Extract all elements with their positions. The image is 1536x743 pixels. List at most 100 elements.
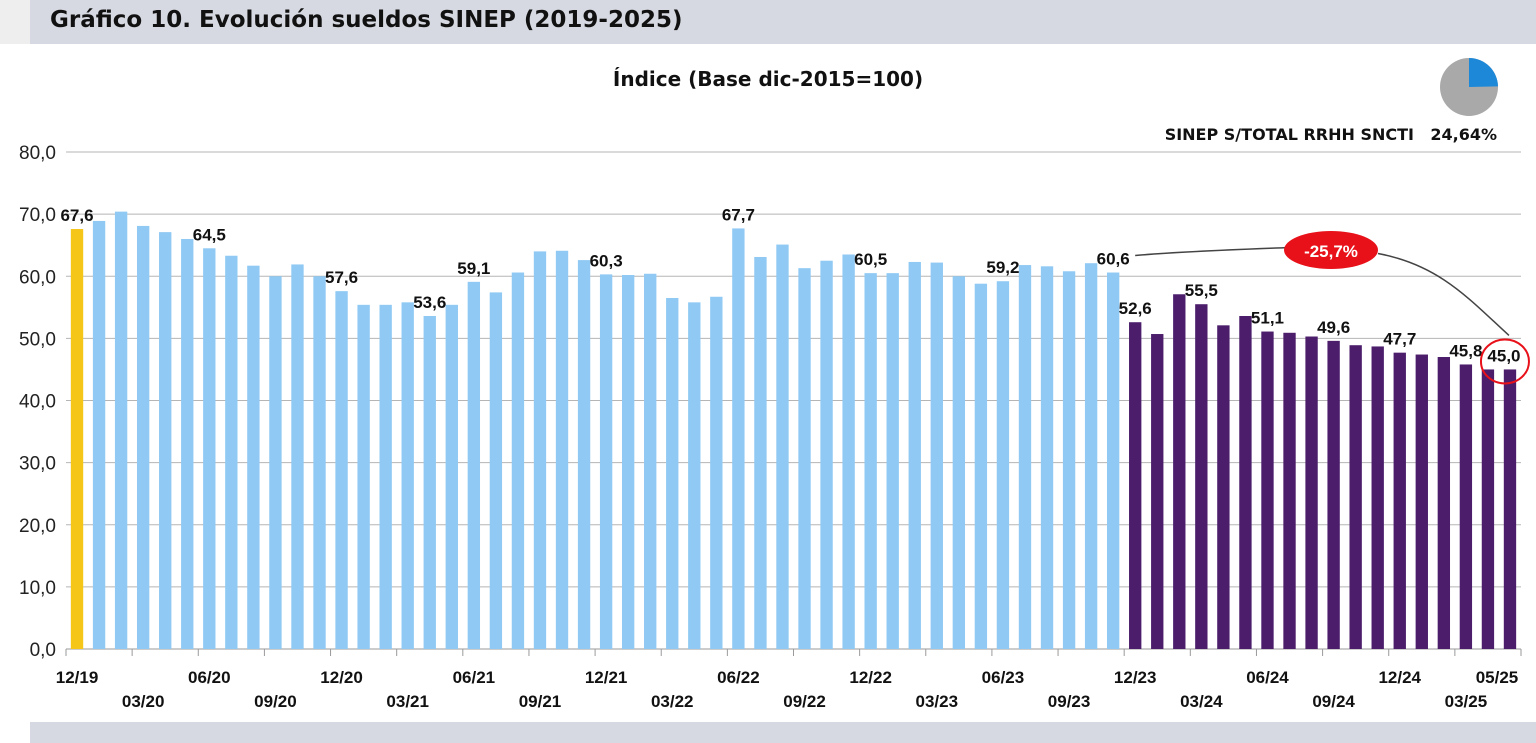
bar [930, 262, 943, 649]
bar [1217, 325, 1230, 649]
bar [423, 316, 436, 649]
bar [1084, 263, 1098, 649]
share-label: SINEP S/TOTAL RRHH SNCTI [1165, 125, 1414, 144]
title-band: Gráfico 10. Evolución sueldos SINEP (201… [30, 0, 1536, 44]
bar [842, 254, 855, 649]
bar [864, 273, 877, 649]
bar [599, 274, 613, 649]
bar [1459, 364, 1473, 649]
bar [1305, 336, 1318, 649]
x-tick-label: 12/22 [849, 668, 892, 687]
value-label: 47,7 [1383, 330, 1416, 349]
value-label: 55,5 [1185, 281, 1218, 300]
x-tick-label: 03/22 [651, 692, 694, 711]
bar [732, 228, 745, 649]
x-tick-label: 03/21 [386, 692, 429, 711]
grid: 0,0 10,0 20,0 30,0 40,0 50,0 60,0 70,0 80,0 [19, 143, 1522, 661]
bar [644, 273, 657, 649]
y-tick-label: 10,0 [19, 578, 56, 599]
bar [952, 276, 966, 649]
bar [820, 260, 833, 649]
value-label: 60,6 [1097, 250, 1130, 269]
bar [798, 268, 811, 649]
bar [1173, 294, 1186, 649]
highlight-circle [1479, 338, 1530, 385]
bar [357, 304, 370, 649]
bar [621, 275, 635, 649]
y-tick-label: 40,0 [19, 392, 56, 413]
bar [114, 211, 128, 649]
bar [313, 276, 326, 649]
bar [1151, 334, 1164, 649]
y-tick-label: 20,0 [19, 516, 56, 537]
bar [1503, 369, 1517, 649]
bar [1481, 369, 1495, 649]
share-pie-slice [1469, 58, 1498, 87]
bar [1349, 345, 1362, 649]
bar [70, 229, 84, 649]
bar [688, 302, 701, 649]
bar [996, 281, 1010, 649]
x-tick-label: 09/23 [1048, 692, 1091, 711]
bar [1261, 331, 1274, 649]
bar [1062, 271, 1076, 649]
bar [754, 256, 767, 649]
y-tick-label: 80,0 [19, 143, 56, 164]
bar [269, 276, 282, 649]
bar [1393, 352, 1406, 649]
y-tick-label: 30,0 [19, 454, 56, 475]
x-tick-label: 12/23 [1114, 668, 1157, 687]
share-indicator: SINEP S/TOTAL RRHH SNCTI 24,64% [1165, 58, 1498, 144]
bar [886, 273, 899, 649]
callout: -25,7% [1135, 231, 1530, 385]
bottom-band [30, 722, 1536, 743]
x-tick-label: 05/25 [1476, 668, 1519, 687]
bar [1195, 304, 1208, 649]
bar [1327, 340, 1340, 649]
x-tick-label: 03/20 [122, 692, 165, 711]
bar [666, 297, 679, 649]
bar [1283, 332, 1296, 649]
x-tick-label: 06/22 [717, 668, 760, 687]
y-tick-label: 50,0 [19, 329, 56, 350]
bar [136, 225, 150, 649]
value-label: 60,3 [590, 251, 623, 270]
x-tick-label: 12/21 [585, 668, 628, 687]
bar [1040, 266, 1054, 649]
bar [776, 244, 789, 649]
bar [1437, 357, 1451, 649]
y-tick-label: 70,0 [19, 205, 56, 226]
value-label: 49,6 [1317, 318, 1350, 337]
bar [467, 281, 481, 649]
bar [225, 255, 238, 649]
bar [1239, 316, 1252, 649]
y-tick-label: 60,0 [19, 267, 56, 288]
callout-badge [1284, 231, 1378, 269]
bar [577, 260, 591, 649]
x-tick-label: 12/19 [56, 668, 99, 687]
bar [1371, 346, 1384, 649]
bar [401, 302, 414, 649]
bar [291, 264, 304, 649]
left-strip [0, 0, 30, 44]
bar [555, 250, 569, 649]
value-label: 57,6 [325, 268, 358, 287]
bar-chart: Índice (Base dic-2015=100) 0,0 10,0 20,0 30… [19, 58, 1530, 711]
bar [335, 291, 348, 649]
x-tick-label: 03/25 [1445, 692, 1488, 711]
x-tick-labels: 12/19 03/20 06/20 09/20 12/20 03/21 06/21 09/21… [56, 668, 1519, 711]
bar [445, 304, 458, 649]
x-tick-label: 06/24 [1246, 668, 1289, 687]
x-tick-label: 09/22 [783, 692, 826, 711]
callout-line-left [1135, 246, 1291, 257]
value-label: 45,0 [1487, 346, 1520, 365]
x-tick-label: 06/20 [188, 668, 231, 687]
x-tick-label: 06/21 [453, 668, 496, 687]
callout-label: -25,7% [1304, 242, 1358, 261]
bar [247, 265, 260, 649]
value-label: 53,6 [413, 293, 446, 312]
bar [1129, 322, 1142, 649]
value-label: 45,8 [1449, 341, 1482, 360]
x-tick-label: 09/24 [1312, 692, 1355, 711]
value-label: 67,7 [722, 205, 755, 224]
